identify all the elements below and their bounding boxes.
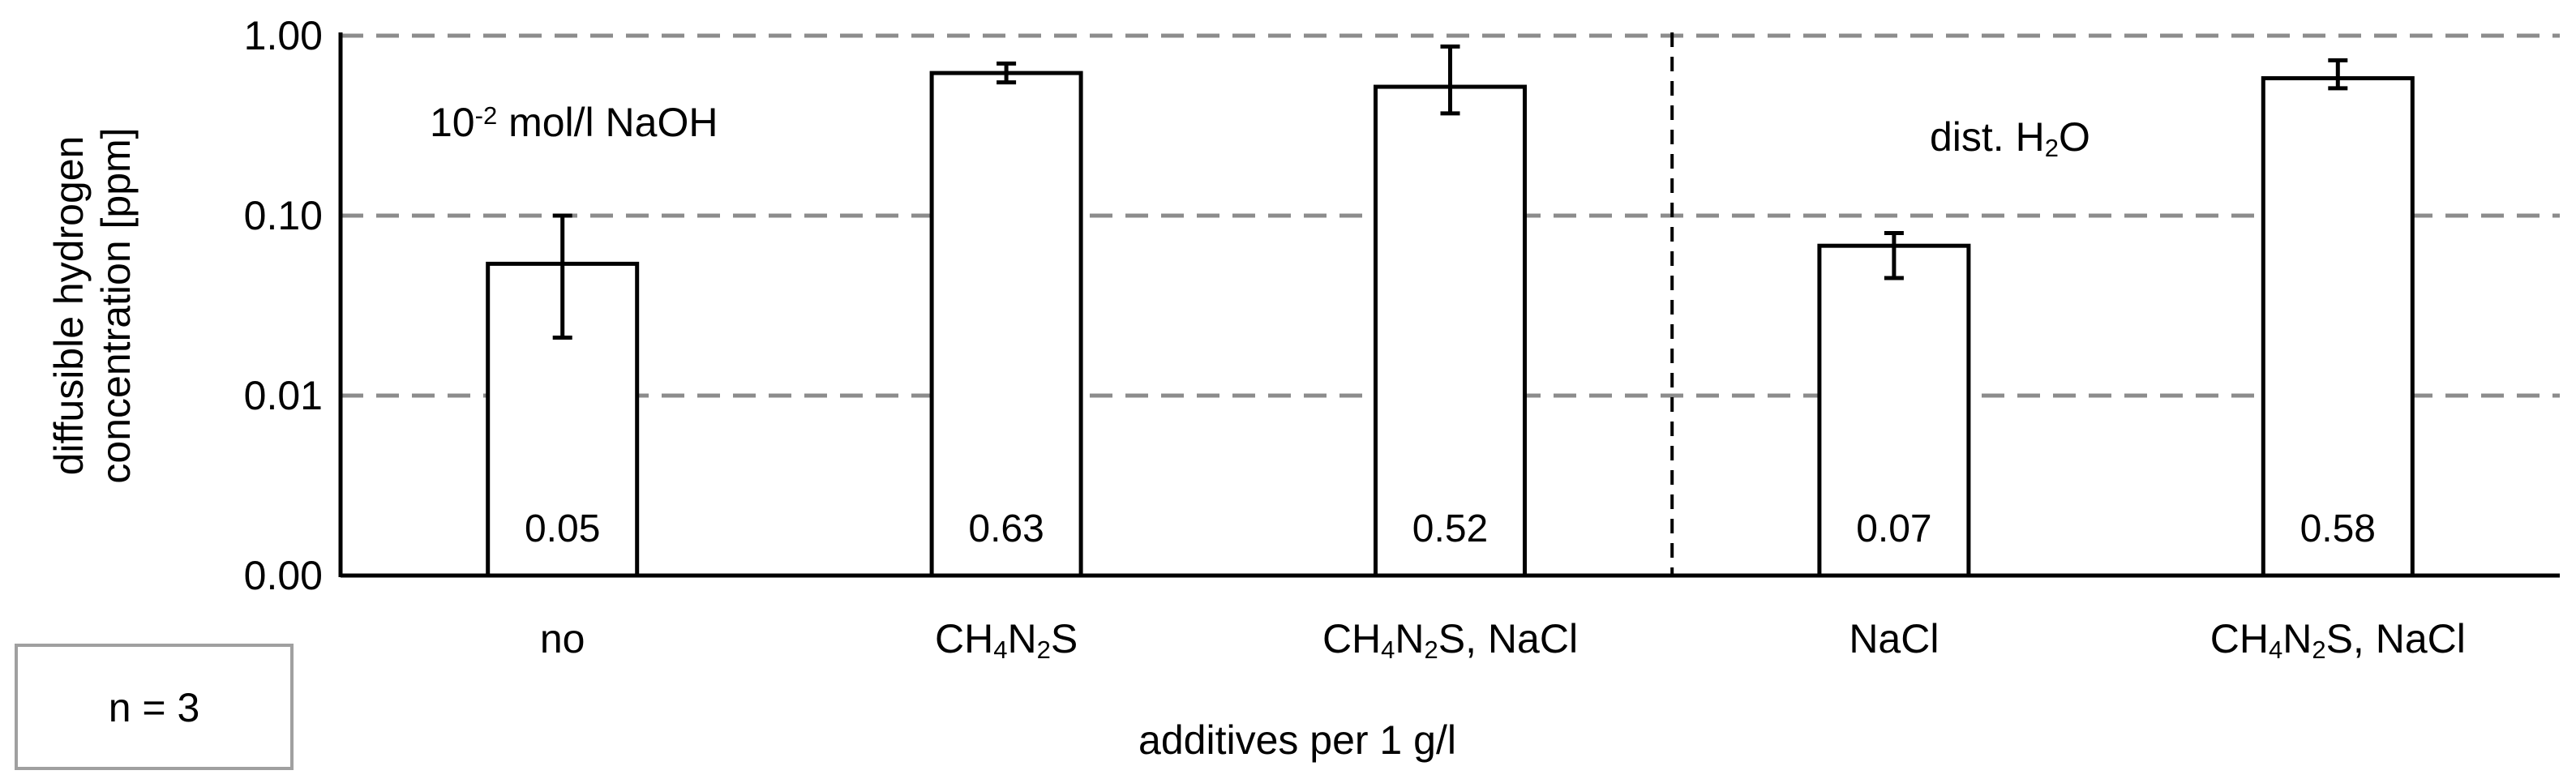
annotation-naoh: 10-2 mol/l NaOH — [430, 100, 718, 145]
bar — [1374, 84, 1527, 578]
y-axis-label-line2: concentration [ppm] — [93, 127, 139, 483]
data-label: 0.52 — [1412, 507, 1488, 550]
category-label: CH4N2S, NaCl — [1322, 616, 1578, 664]
y-tick-label: 0.00 — [244, 553, 323, 598]
category-label: NaCl — [1849, 616, 1939, 661]
sample-size-box — [15, 644, 294, 770]
bar — [929, 71, 1083, 578]
category-label: no — [540, 616, 585, 661]
y-tick-label: 0.10 — [244, 193, 323, 238]
category-label: CH4N2S — [935, 616, 1078, 664]
y-axis-label-line1: diffusible hydrogen — [46, 136, 92, 476]
y-tick-label: 0.01 — [244, 373, 323, 418]
data-label: 0.63 — [968, 507, 1044, 550]
data-label: 0.58 — [2300, 507, 2376, 550]
bar — [1817, 243, 1971, 578]
bar — [2261, 76, 2415, 578]
x-axis-label: additives per 1 g/l — [1138, 717, 1456, 763]
y-axis-label: diffusible hydrogen concentration [ppm] — [46, 127, 139, 483]
y-tick-label: 1.00 — [244, 13, 323, 58]
annotation-water: dist. H2O — [1930, 114, 2090, 162]
data-label: 0.05 — [525, 507, 600, 550]
sample-size-label: n = 3 — [109, 685, 200, 730]
data-label: 0.07 — [1856, 507, 1931, 550]
category-label: CH4N2S, NaCl — [2210, 616, 2466, 664]
